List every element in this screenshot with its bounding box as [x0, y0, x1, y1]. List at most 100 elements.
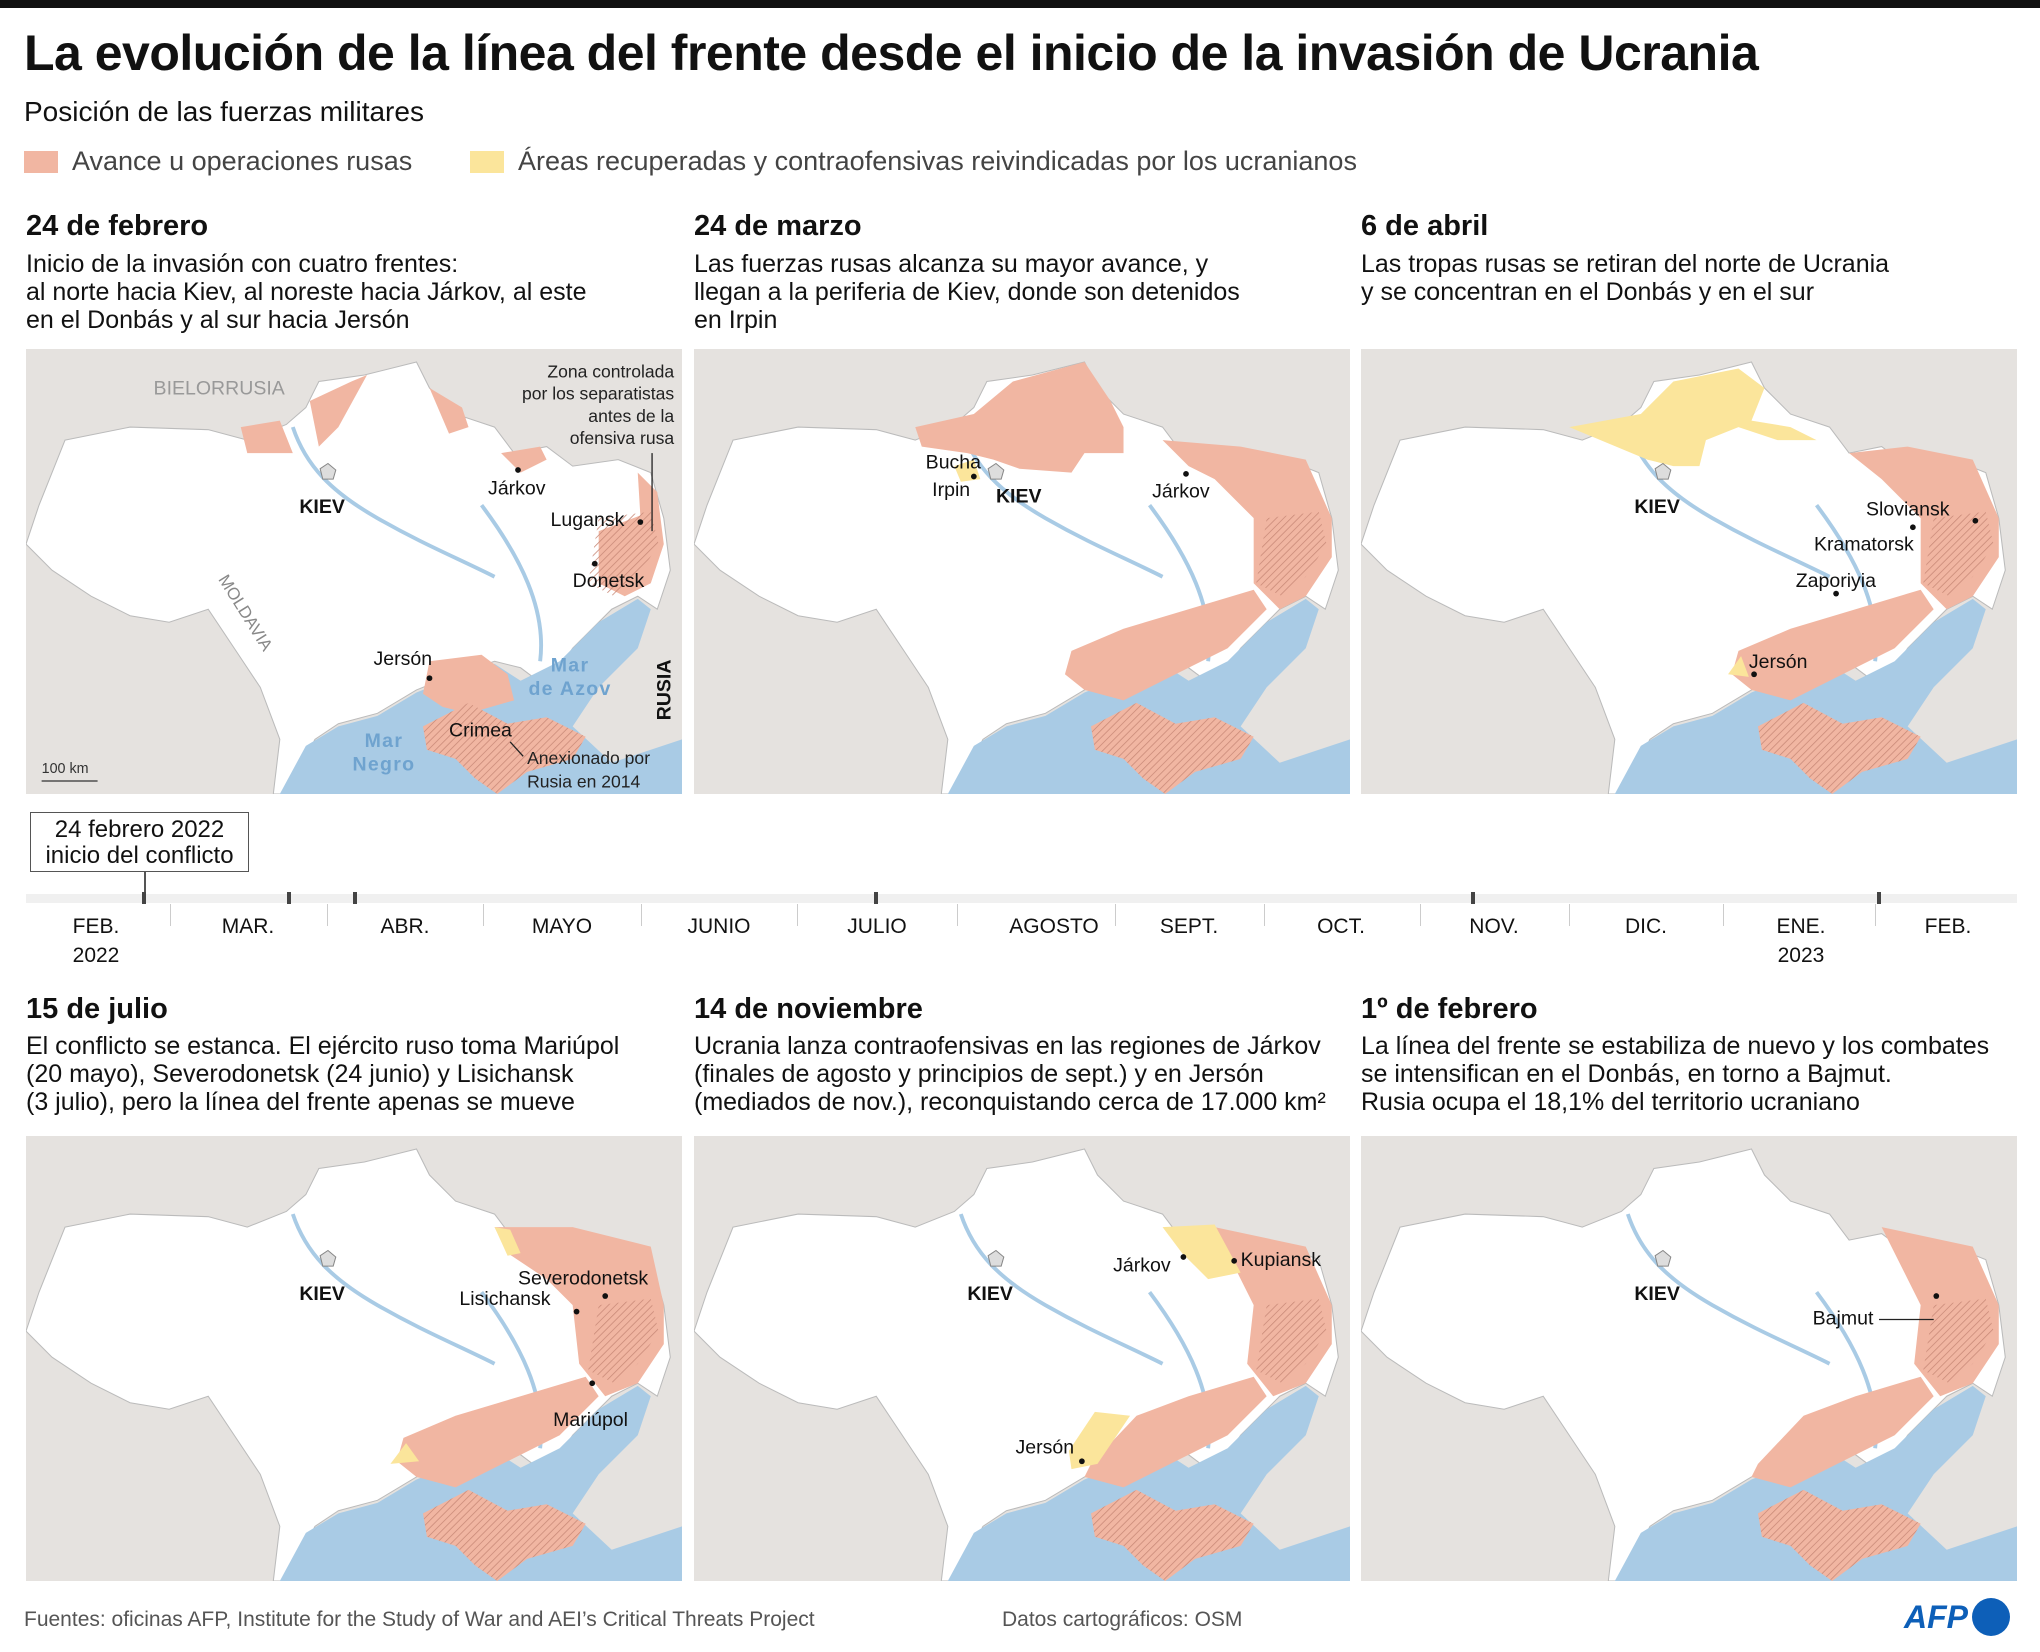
month-name: FEB. [1924, 915, 1972, 938]
map-label: Jersón [1015, 1436, 1074, 1458]
map-label: Zona controlada [547, 362, 674, 382]
month-separator [641, 904, 642, 926]
month-name: ABR. [380, 915, 430, 938]
map-label: Severodonetsk [518, 1267, 648, 1289]
sea [947, 598, 1350, 794]
event-tick [353, 892, 357, 904]
separatist-zone-hatch [588, 511, 659, 597]
month-label: FEB. [1925, 912, 1972, 941]
panel-description: Las fuerzas rusas alcanza su mayor avanc… [694, 250, 1240, 334]
map-label: ofensiva rusa [570, 428, 675, 448]
city-dot [573, 1308, 580, 1315]
russian-controlled-area [1751, 1376, 1934, 1488]
description-line: Inicio de la invasión con cuatro frentes… [26, 250, 459, 278]
top-rule [0, 0, 2040, 8]
map-label: Lisichansk [459, 1288, 550, 1310]
crimea-hatch [1090, 702, 1254, 794]
month-separator [1875, 904, 1876, 926]
map-label: KIEV [967, 1283, 1013, 1305]
panel-description: Inicio de la invasión con cuatro frentes… [26, 250, 587, 334]
description-line: (20 mayo), Severodonetsk (24 junio) y Li… [26, 1060, 574, 1088]
map-label: KIEV [1634, 496, 1680, 518]
panel-title: 6 de abril [1361, 210, 1489, 242]
map-label: Jersón [1749, 651, 1808, 673]
map-label: Járkov [1113, 1254, 1171, 1276]
ukraine-territory [1361, 361, 2006, 794]
map-label: Lugansk [551, 509, 625, 531]
map-label: KIEV [1634, 1283, 1680, 1305]
event-tick [874, 892, 878, 904]
russian-controlled-area [309, 375, 368, 447]
map-label: Járkov [1152, 480, 1210, 502]
description-line: La línea del frente se estabiliza de nue… [1361, 1032, 1990, 1060]
crimea-hatch [1757, 702, 1921, 794]
panel-title: 24 de marzo [694, 210, 862, 242]
description-line: en Irpin [694, 306, 778, 334]
russian-controlled-area [240, 420, 293, 454]
month-label: ENE. 2023 [1776, 912, 1825, 970]
afp-logo: AFP [1904, 1598, 2010, 1636]
year-label: 2022 [72, 944, 120, 967]
note-leader [509, 741, 524, 757]
month-name: JULIO [847, 915, 907, 938]
afp-logo-text: AFP [1904, 1598, 1968, 1635]
legend-swatch-russian [24, 150, 58, 173]
map-label: Donetsk [573, 570, 645, 592]
panel-title: 14 de noviembre [694, 993, 923, 1025]
map-label: Negro [352, 754, 415, 776]
map-label: Zaporiyia [1796, 570, 1876, 592]
description-line: se intensifican en el Donbás, en torno a… [1361, 1060, 1892, 1088]
city-dot [970, 473, 977, 480]
legend-ukrainian: Áreas recuperadas y contraofensivas reiv… [470, 146, 1357, 177]
sea [279, 1385, 682, 1581]
recovered-area [494, 1227, 521, 1256]
description-line: Ucrania lanza contraofensivas en las reg… [694, 1032, 1321, 1060]
map-label: por los separatistas [522, 384, 674, 404]
recovered-area [1728, 656, 1749, 677]
map-label: KIEV [299, 1283, 345, 1305]
kiev-city-icon [1654, 462, 1672, 480]
month-label: JULIO [847, 912, 907, 941]
carto-credit: Datos cartográficos: OSM [1002, 1608, 1243, 1631]
city-dot [1972, 517, 1979, 524]
description-line: Las tropas rusas se retiran del norte de… [1361, 250, 1890, 278]
recovered-area [1162, 1224, 1241, 1280]
map-4: KIEV Severodonetsk Lisichansk Mariúpol [26, 1136, 682, 1581]
map-label: Bajmut [1813, 1308, 1874, 1330]
city-dot [637, 519, 644, 525]
month-name: JUNIO [687, 915, 751, 938]
month-name: MAYO [531, 915, 593, 938]
map-label: KIEV [996, 486, 1042, 508]
legend-russian: Avance u operaciones rusas [24, 146, 412, 177]
russian-controlled-area [915, 362, 1124, 473]
map-label: Anexionado por [527, 748, 650, 768]
city-dot [591, 560, 598, 567]
month-label: MAYO [532, 912, 592, 941]
month-separator [483, 904, 484, 926]
month-name: MAR. [221, 915, 275, 938]
month-separator [1569, 904, 1570, 926]
city-dot [1183, 471, 1189, 477]
description-line: Rusia ocupa el 18,1% del territorio ucra… [1361, 1088, 1860, 1116]
city-dot [1751, 671, 1757, 678]
kiev-city-icon [987, 1249, 1005, 1267]
month-separator [327, 904, 328, 926]
callout-date: 24 febrero 2022 [54, 816, 225, 843]
month-name: FEB. [72, 915, 120, 938]
separatist-zone-hatch [1256, 1298, 1327, 1384]
description-line: llegan a la periferia de Kiev, donde son… [694, 278, 1240, 306]
month-name: OCT. [1317, 915, 1365, 938]
kiev-city-icon [1654, 1249, 1672, 1267]
panel-title: 15 de julio [26, 993, 168, 1025]
kiev-city-icon [987, 462, 1005, 480]
map-2: Bucha Irpin KIEV Járkov [694, 349, 1350, 794]
month-label: SEPT. [1160, 912, 1218, 941]
map-label: Kupiansk [1241, 1249, 1322, 1271]
city-dot [1910, 524, 1916, 531]
crimea-hatch [422, 1489, 586, 1581]
dnieper-river [290, 426, 543, 662]
month-label: AGOSTO [1009, 912, 1098, 941]
russian-controlled-area [396, 1376, 599, 1488]
map-label: BIELORRUSIA [154, 378, 285, 400]
panel-description: Las tropas rusas se retiran del norte de… [1361, 250, 1889, 306]
